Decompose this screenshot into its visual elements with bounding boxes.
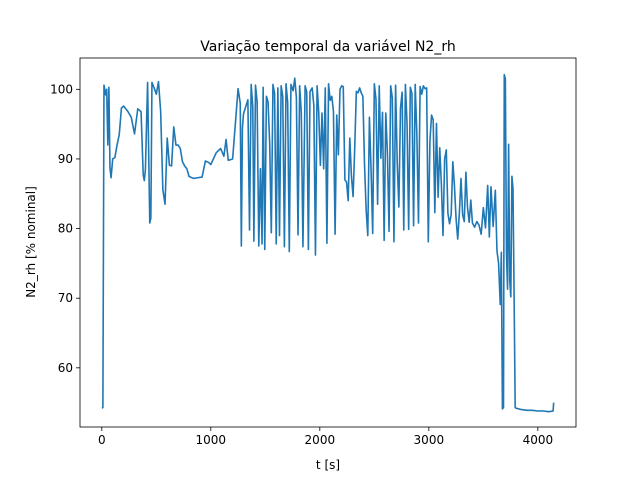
chart-title: Variação temporal da variável N2_rh [200, 39, 455, 55]
y-tick-label: 60 [58, 361, 73, 375]
x-axis-label: t [s] [316, 458, 340, 472]
y-tick-label: 90 [58, 152, 73, 166]
x-tick-label: 3000 [414, 433, 445, 447]
y-axis: 60 70 80 90 100 [50, 82, 80, 375]
y-tick-label: 80 [58, 222, 73, 236]
series-line-0 [101, 73, 555, 413]
y-tick-label: 70 [58, 291, 73, 305]
x-tick-label: 0 [98, 433, 106, 447]
x-tick-label: 2000 [305, 433, 336, 447]
x-tick-label: 4000 [523, 433, 554, 447]
x-axis: 0 1000 2000 3000 4000 [98, 427, 553, 447]
plot-area [101, 73, 555, 413]
y-tick-label: 100 [50, 82, 73, 96]
y-axis-label: N2_rh [% nominal] [24, 186, 38, 298]
plot-frame [79, 57, 577, 428]
x-tick-label: 1000 [196, 433, 227, 447]
